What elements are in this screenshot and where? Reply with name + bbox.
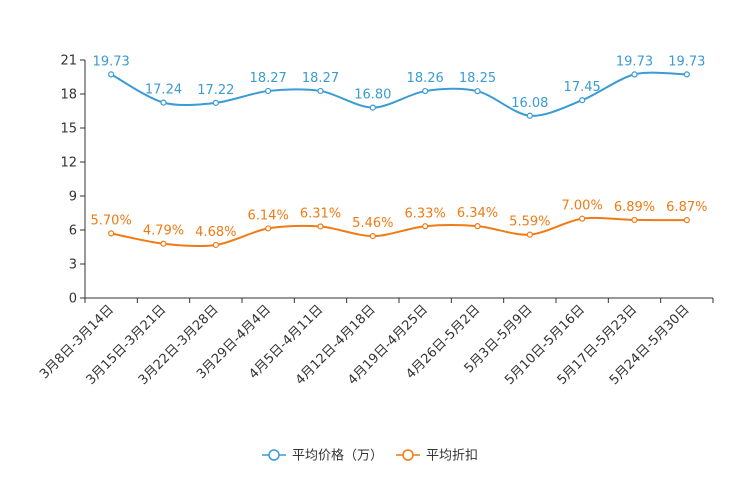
data-point[interactable] (108, 71, 115, 78)
data-label: 18.25 (459, 71, 496, 86)
legend[interactable]: 平均价格（万） 平均折扣 (262, 448, 478, 464)
data-label: 19.73 (616, 54, 653, 69)
data-point[interactable] (579, 97, 586, 104)
data-label: 4.68% (195, 225, 236, 240)
series-layer: 19.73 17.24 17.22 18.27 18.27 16.80 18.26 18.25… (91, 54, 707, 249)
data-point[interactable] (108, 230, 115, 237)
y-tick-label: 12 (60, 156, 77, 171)
y-tick-label: 21 (60, 54, 77, 69)
data-point[interactable] (212, 241, 219, 249)
y-tick-label: 3 (69, 258, 77, 273)
series-line (110, 216, 687, 248)
data-point[interactable] (160, 240, 167, 247)
y-tick-label: 0 (69, 292, 77, 307)
data-point[interactable] (474, 223, 481, 230)
data-point[interactable] (474, 88, 481, 95)
data-label: 19.73 (668, 54, 705, 69)
legend-item-average-price[interactable]: 平均价格（万） (262, 448, 383, 464)
data-label: 16.80 (354, 88, 391, 103)
data-label: 18.27 (302, 71, 339, 86)
data-label: 17.45 (564, 80, 601, 95)
data-point[interactable] (631, 71, 638, 78)
data-label: 5.59% (509, 215, 550, 230)
data-point[interactable] (212, 99, 219, 106)
legend-circle-icon (268, 449, 280, 461)
data-point[interactable] (526, 112, 533, 119)
legend-circle-icon (402, 449, 414, 461)
data-point[interactable] (631, 216, 638, 224)
series-average-discount: 5.70% 4.79% 4.68% 6.14% 6.31% 5.46% 6.33% 6.34%… (91, 199, 707, 249)
data-point[interactable] (422, 87, 429, 95)
data-point[interactable] (683, 71, 690, 78)
legend-label: 平均折扣 (426, 449, 478, 464)
data-point[interactable] (317, 223, 324, 230)
data-label: 17.24 (145, 83, 182, 98)
data-label: 7.00% (562, 199, 603, 214)
data-point[interactable] (369, 233, 376, 240)
series-line (110, 71, 687, 117)
y-tick-label: 9 (69, 190, 77, 205)
data-label: 18.27 (250, 71, 287, 86)
data-label: 6.14% (248, 208, 289, 223)
data-label: 4.79% (143, 224, 184, 239)
data-label: 6.89% (614, 200, 655, 215)
legend-item-average-discount[interactable]: 平均折扣 (396, 449, 478, 464)
data-label: 17.22 (197, 83, 234, 98)
y-axis: 0 3 6 9 12 15 18 21 (60, 54, 86, 307)
y-tick-label: 18 (60, 88, 77, 103)
data-label: 19.73 (93, 54, 130, 69)
data-point[interactable] (579, 215, 586, 222)
legend-label: 平均价格（万） (292, 448, 383, 464)
data-point[interactable] (265, 225, 272, 232)
data-label: 5.70% (91, 213, 132, 228)
data-point[interactable] (683, 217, 690, 224)
data-point[interactable] (526, 231, 533, 238)
data-point[interactable] (369, 104, 376, 111)
data-label: 18.26 (407, 71, 444, 86)
y-tick-label: 6 (69, 224, 77, 239)
data-label: 6.34% (457, 206, 498, 221)
data-label: 6.87% (666, 200, 707, 215)
data-point[interactable] (265, 87, 272, 95)
data-label: 5.46% (352, 216, 393, 231)
y-tick-label: 15 (60, 122, 77, 137)
x-axis: 3月8日-3月14日3月15日-3月21日3月22日-3月28日3月29日-4月… (37, 297, 714, 388)
data-label: 16.08 (511, 96, 548, 111)
data-point[interactable] (160, 99, 167, 106)
data-point[interactable] (317, 87, 324, 95)
data-label: 6.33% (405, 206, 446, 221)
data-point[interactable] (422, 223, 429, 230)
series-average-price: 19.73 17.24 17.22 18.27 18.27 16.80 18.26 18.25… (93, 54, 705, 119)
data-label: 6.31% (300, 206, 341, 221)
